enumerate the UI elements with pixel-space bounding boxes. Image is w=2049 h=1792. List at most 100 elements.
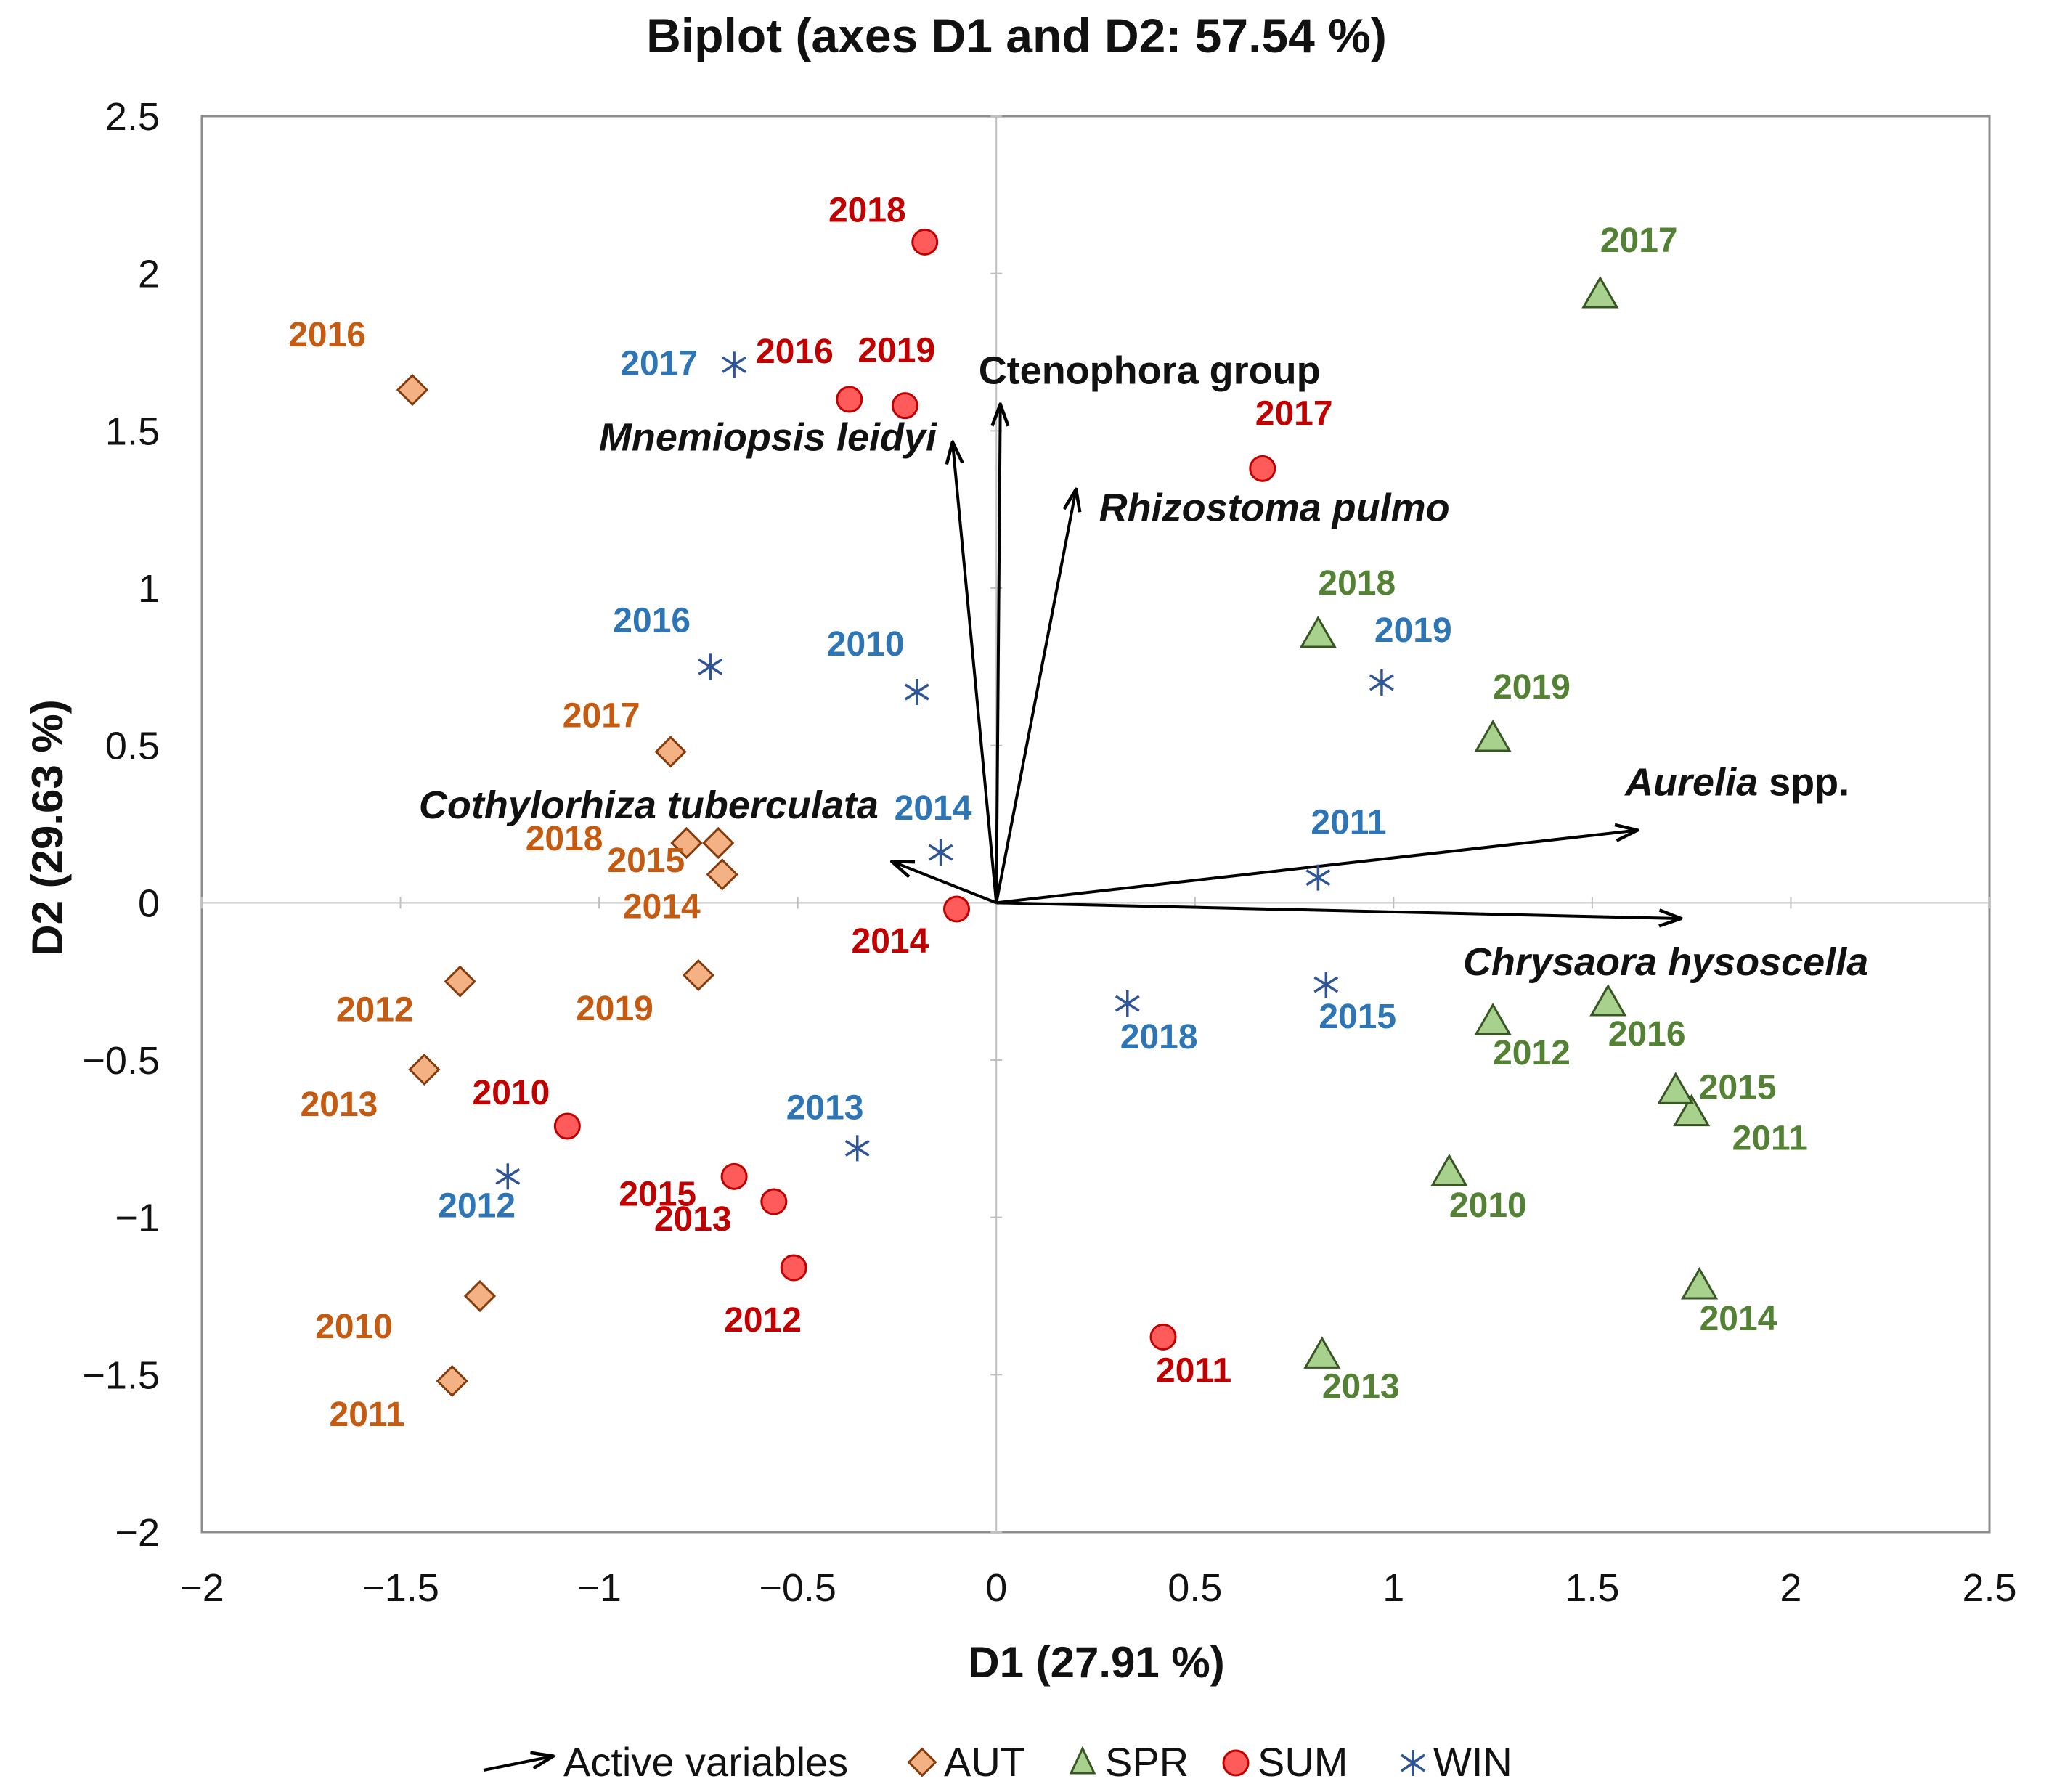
point-sum-2019 <box>891 392 918 420</box>
point-sum-2013 <box>760 1188 788 1215</box>
x-tick-label: −1.5 <box>362 1566 439 1610</box>
vector-mnemiopsis-leidyi <box>953 444 998 903</box>
label-win-2015: 2015 <box>1319 998 1396 1036</box>
label-spr-2019: 2019 <box>1493 668 1571 706</box>
point-spr-2016 <box>1589 983 1627 1017</box>
vector-label-aurelia-spp: Aurelia spp. <box>1624 761 1849 805</box>
label-aut-2018: 2018 <box>526 820 603 858</box>
point-aut-2012 <box>444 965 476 998</box>
label-sum-2017: 2017 <box>1255 394 1333 433</box>
x-tick-label: 0.5 <box>1168 1566 1222 1610</box>
x-tick-label: 2 <box>1780 1566 1801 1610</box>
label-aut-2016: 2016 <box>288 316 366 354</box>
x-tick-labels: −2 −1.5 −1 −0.5 0 0.5 1 1.5 2 2.5 <box>179 1566 2016 1610</box>
point-aut-2015 <box>702 826 735 860</box>
point-win-2015 <box>1313 972 1339 998</box>
point-win-2013 <box>844 1135 870 1162</box>
vector-label-ctenophora-group: Ctenophora group <box>979 349 1321 393</box>
x-tick-label: −1 <box>577 1566 622 1610</box>
y-tick-label: −1 <box>115 1197 160 1240</box>
point-spr-2015 <box>1657 1072 1695 1104</box>
vector-chrysaora-hysoscella <box>996 901 1679 919</box>
label-win-2017: 2017 <box>620 344 698 383</box>
chart-title: Biplot (axes D1 and D2: 57.54 %) <box>646 9 1387 62</box>
label-sum-2010: 2010 <box>473 1074 550 1112</box>
label-sum-2013: 2013 <box>654 1200 732 1239</box>
x-tick-label: 2.5 <box>1962 1566 2016 1610</box>
label-sum-2016: 2016 <box>756 333 834 371</box>
label-spr-2018: 2018 <box>1318 564 1396 603</box>
x-tick-label: 1.5 <box>1565 1566 1619 1610</box>
point-win-2018 <box>1115 990 1140 1017</box>
point-win-2012 <box>495 1163 521 1190</box>
y-tick-label: 2 <box>138 253 160 296</box>
legend-aut-diamond-icon <box>907 1747 937 1777</box>
label-sum-2012: 2012 <box>724 1301 802 1340</box>
label-spr-2011: 2011 <box>1732 1120 1808 1158</box>
point-aut-2019 <box>682 958 715 992</box>
point-sum-2016 <box>836 386 863 413</box>
vector-aurelia-spp <box>995 831 1636 905</box>
label-aut-2013: 2013 <box>301 1086 378 1124</box>
label-sum-2015: 2015 <box>619 1175 696 1213</box>
label-spr-2015: 2015 <box>1699 1068 1777 1107</box>
label-spr-2016: 2016 <box>1608 1015 1686 1054</box>
point-sum-2012 <box>780 1254 807 1282</box>
vector-rhizostoma-pulmo <box>995 491 1075 903</box>
point-aut-2018 <box>670 826 703 860</box>
legend-win-asterisk-icon <box>1401 1750 1425 1776</box>
x-tick-label: −0.5 <box>759 1566 836 1610</box>
point-spr-2012 <box>1474 1002 1512 1035</box>
x-tick-label: 0 <box>985 1566 1007 1610</box>
label-aut-2017: 2017 <box>563 696 640 735</box>
label-win-2016: 2016 <box>613 601 691 640</box>
point-spr-2010 <box>1430 1153 1468 1186</box>
point-sum-2018 <box>911 228 939 256</box>
label-spr-2010: 2010 <box>1449 1186 1527 1225</box>
y-tick-label: −0.5 <box>82 1039 160 1083</box>
point-win-2014 <box>928 839 953 866</box>
point-spr-2011 <box>1673 1093 1711 1127</box>
point-spr-2018 <box>1299 615 1337 648</box>
legend-sum: SUM <box>1258 1739 1348 1785</box>
label-win-2019: 2019 <box>1374 611 1452 650</box>
y-tick-labels: −2 −1.5 −1 −0.5 0 0.5 1 1.5 2 2.5 <box>82 95 160 1555</box>
label-aut-2019: 2019 <box>576 990 653 1028</box>
vector-label-cothylorhiza-tuberculata: Cothylorhiza tuberculata <box>419 783 879 827</box>
observation-points <box>396 228 1719 1398</box>
label-win-2013: 2013 <box>786 1088 864 1127</box>
label-aut-2010: 2010 <box>315 1308 393 1346</box>
point-aut-2010 <box>463 1279 497 1313</box>
label-sum-2011: 2011 <box>1156 1351 1231 1390</box>
y-tick-label: 1.5 <box>105 410 160 453</box>
label-win-2010: 2010 <box>827 625 905 664</box>
label-win-2014: 2014 <box>895 789 972 828</box>
vector-cothylorhiza-tuberculata <box>893 862 997 905</box>
label-aut-2014: 2014 <box>623 887 701 926</box>
point-sum-2010 <box>553 1112 581 1140</box>
label-win-2018: 2018 <box>1120 1018 1198 1056</box>
point-sum-2011 <box>1149 1323 1177 1351</box>
legend-spr: SPR <box>1105 1739 1189 1785</box>
label-sum-2019: 2019 <box>858 332 935 370</box>
point-win-2016 <box>698 653 723 680</box>
y-tick-label: 0 <box>138 881 160 925</box>
label-sum-2018: 2018 <box>828 191 906 229</box>
y-tick-label: 0.5 <box>105 725 160 768</box>
point-aut-2011 <box>436 1364 468 1398</box>
label-spr-2014: 2014 <box>1700 1300 1777 1338</box>
legend-sum-circle-icon <box>1222 1749 1250 1777</box>
label-win-2011: 2011 <box>1311 804 1386 842</box>
label-aut-2011: 2011 <box>330 1396 405 1434</box>
vector-label-chrysaora-hysoscella: Chrysaora hysoscella <box>1463 940 1868 984</box>
label-aut-2012: 2012 <box>336 991 414 1030</box>
point-sum-2015 <box>720 1162 748 1190</box>
label-sum-2014: 2014 <box>852 922 929 961</box>
legend-active-variables: Active variables <box>563 1739 848 1785</box>
active-variable-vectors: Ctenophora group Mnemiopsis leidyi Rhizost… <box>419 349 1868 984</box>
legend-spr-triangle-icon <box>1069 1746 1096 1775</box>
y-tick-label: −2 <box>115 1511 160 1555</box>
point-spr-2014 <box>1681 1266 1719 1300</box>
label-win-2012: 2012 <box>438 1186 516 1225</box>
